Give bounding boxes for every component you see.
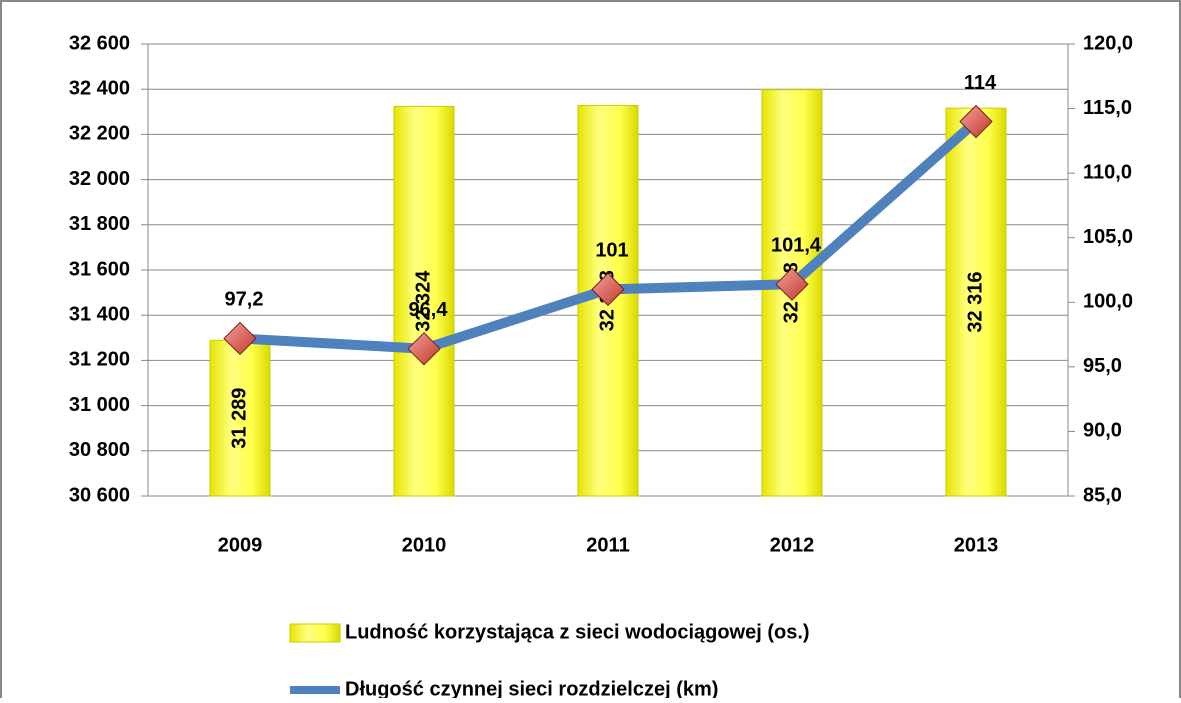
- marker: [591, 272, 625, 307]
- y2-tick-label: 100,0: [1083, 291, 1133, 313]
- y-tick-label: 30 800: [69, 439, 130, 461]
- y-tick-label: 31 600: [69, 258, 130, 280]
- bar: [945, 107, 1007, 497]
- bar-value-label: 32 316: [964, 272, 986, 333]
- marker: [959, 104, 993, 139]
- legend-label: Ludność korzystająca z sieci wodociągowe…: [345, 621, 810, 643]
- x-tick-label: 2009: [218, 534, 263, 556]
- line-value-label: 97,2: [225, 289, 264, 311]
- line-value-label: 96,4: [409, 299, 449, 321]
- bar: [393, 105, 455, 497]
- y2-tick-label: 90,0: [1083, 420, 1122, 442]
- bar-value-label: 31 289: [228, 388, 250, 449]
- line-value-label: 101,4: [771, 234, 822, 256]
- line-value-label: 101: [595, 240, 628, 262]
- y-tick-label: 31 200: [69, 349, 130, 371]
- y2-tick-label: 95,0: [1083, 355, 1122, 377]
- y-tick-label: 32 200: [69, 123, 130, 145]
- y2-tick-label: 85,0: [1083, 484, 1122, 506]
- marker: [775, 267, 809, 301]
- y-tick-label: 32 000: [69, 168, 130, 190]
- y-tick-label: 32 400: [69, 77, 130, 99]
- marker: [407, 332, 441, 366]
- x-tick-label: 2010: [402, 534, 447, 556]
- y-tick-label: 31 800: [69, 213, 130, 235]
- legend-label: Długość czynnej sieci rozdzielczej (km): [345, 678, 718, 698]
- y-tick-label: 32 600: [69, 32, 130, 54]
- y2-tick-label: 120,0: [1083, 32, 1133, 54]
- y-tick-label: 31 400: [69, 303, 130, 325]
- y-tick-label: 30 600: [69, 484, 130, 506]
- marker: [223, 321, 257, 356]
- y2-tick-label: 105,0: [1083, 226, 1133, 248]
- x-tick-label: 2011: [586, 534, 629, 556]
- bar: [209, 339, 271, 497]
- x-tick-label: 2012: [770, 534, 815, 556]
- y2-tick-label: 115,0: [1083, 97, 1132, 119]
- bar-value-label: 32 324: [412, 270, 434, 332]
- y2-tick-label: 110,0: [1083, 161, 1132, 183]
- legend-swatch: [289, 623, 341, 643]
- line-value-label: 114: [964, 72, 997, 94]
- x-tick-label: 2013: [954, 534, 999, 556]
- y-tick-label: 31 000: [69, 394, 130, 416]
